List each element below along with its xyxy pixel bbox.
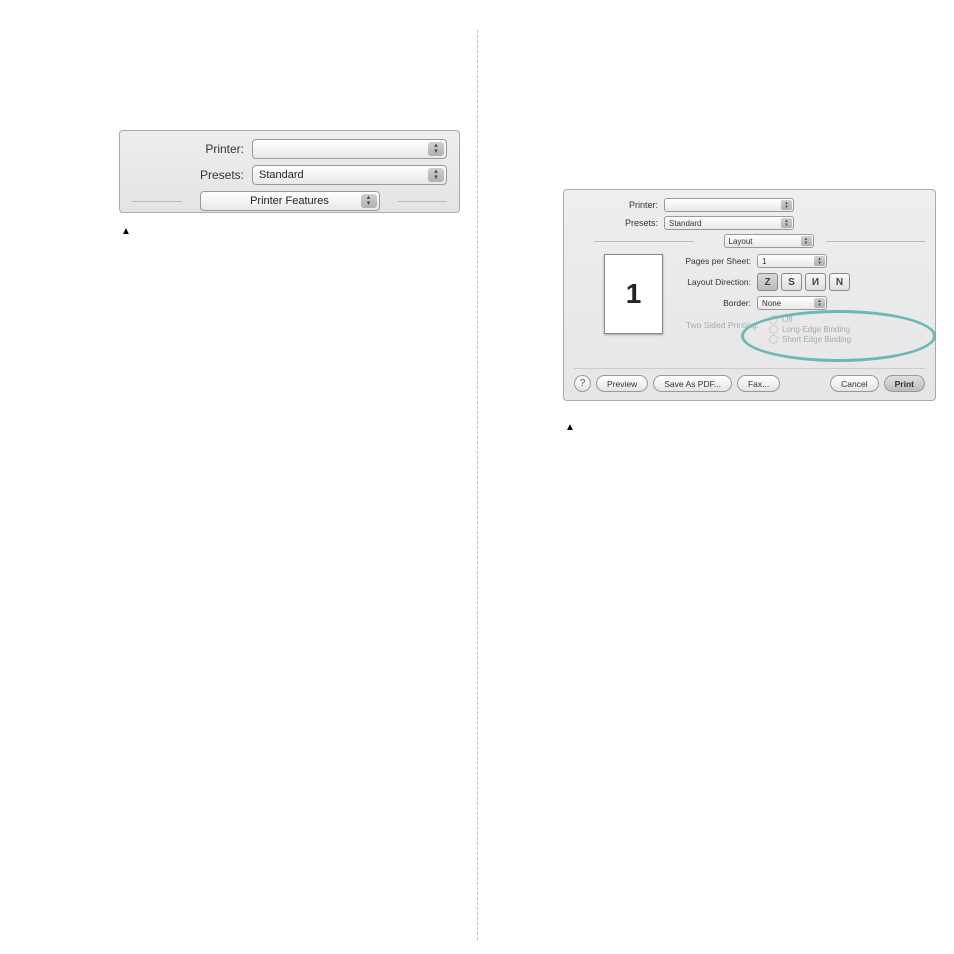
separator <box>398 201 448 202</box>
two-sided-short: Short Edge Binding <box>769 335 925 344</box>
layout-dialog: Printer: ▴▾ Presets: Standard ▴▾ Layout … <box>563 189 936 401</box>
pages-per-sheet-label: Pages per Sheet: <box>679 256 757 266</box>
updown-icon: ▴▾ <box>801 236 812 246</box>
radio-icon <box>769 325 778 334</box>
printer-select[interactable]: ▴▾ <box>664 198 794 212</box>
printer-label: Printer: <box>132 142 252 156</box>
updown-icon: ▴▾ <box>814 256 825 266</box>
updown-icon: ▴▾ <box>361 194 377 208</box>
separator <box>826 241 926 242</box>
border-value: None <box>762 299 781 308</box>
presets-value: Standard <box>259 169 304 181</box>
caption-marker-icon: ▲ <box>565 422 575 433</box>
updown-icon: ▴▾ <box>428 142 444 156</box>
layout-direction-btn-2[interactable]: S <box>781 273 802 291</box>
cancel-button[interactable]: Cancel <box>830 375 878 392</box>
panel-menu-select[interactable]: Printer Features ▴▾ <box>200 191 380 211</box>
pages-per-sheet-select[interactable]: 1 ▴▾ <box>757 254 827 268</box>
two-sided-long: Long-Edge Binding <box>769 325 925 334</box>
border-select[interactable]: None ▴▾ <box>757 296 827 310</box>
print-button[interactable]: Print <box>884 375 925 392</box>
printer-label: Printer: <box>574 200 664 210</box>
layout-direction-label: Layout Direction: <box>679 277 757 287</box>
preview-button[interactable]: Preview <box>596 375 648 392</box>
layout-direction-btn-3[interactable]: И <box>805 273 826 291</box>
separator <box>132 201 182 202</box>
updown-icon: ▴▾ <box>781 218 792 228</box>
updown-icon: ▴▾ <box>781 200 792 210</box>
updown-icon: ▴▾ <box>428 168 444 182</box>
presets-label: Presets: <box>132 168 252 182</box>
help-button[interactable]: ? <box>574 375 591 392</box>
fax-button[interactable]: Fax... <box>737 375 780 392</box>
save-as-pdf-button[interactable]: Save As PDF... <box>653 375 732 392</box>
printer-features-panel: Printer: ▴▾ Presets: Standard ▴▾ Printer… <box>119 130 460 213</box>
panel-menu-value: Layout <box>729 237 753 246</box>
border-label: Border: <box>679 298 757 308</box>
preview-number: 1 <box>626 278 642 310</box>
presets-label: Presets: <box>574 218 664 228</box>
presets-select[interactable]: Standard ▴▾ <box>664 216 794 230</box>
presets-value: Standard <box>669 219 701 228</box>
two-sided-label: Two Sided Printing: <box>681 320 759 330</box>
updown-icon: ▴▾ <box>814 298 825 308</box>
presets-select[interactable]: Standard ▴▾ <box>252 165 447 185</box>
page-preview: 1 <box>604 254 663 334</box>
pages-per-sheet-value: 1 <box>762 257 766 266</box>
panel-menu-value: Printer Features <box>250 195 329 207</box>
caption-marker-icon: ▲ <box>121 226 131 237</box>
radio-icon <box>769 315 778 324</box>
two-sided-off: Off <box>769 315 925 324</box>
printer-select[interactable]: ▴▾ <box>252 139 447 159</box>
separator <box>594 241 694 242</box>
panel-menu-select[interactable]: Layout ▴▾ <box>724 234 814 248</box>
radio-icon <box>769 335 778 344</box>
layout-direction-btn-1[interactable]: Z <box>757 273 778 291</box>
column-divider <box>477 30 478 940</box>
layout-direction-btn-4[interactable]: N <box>829 273 850 291</box>
